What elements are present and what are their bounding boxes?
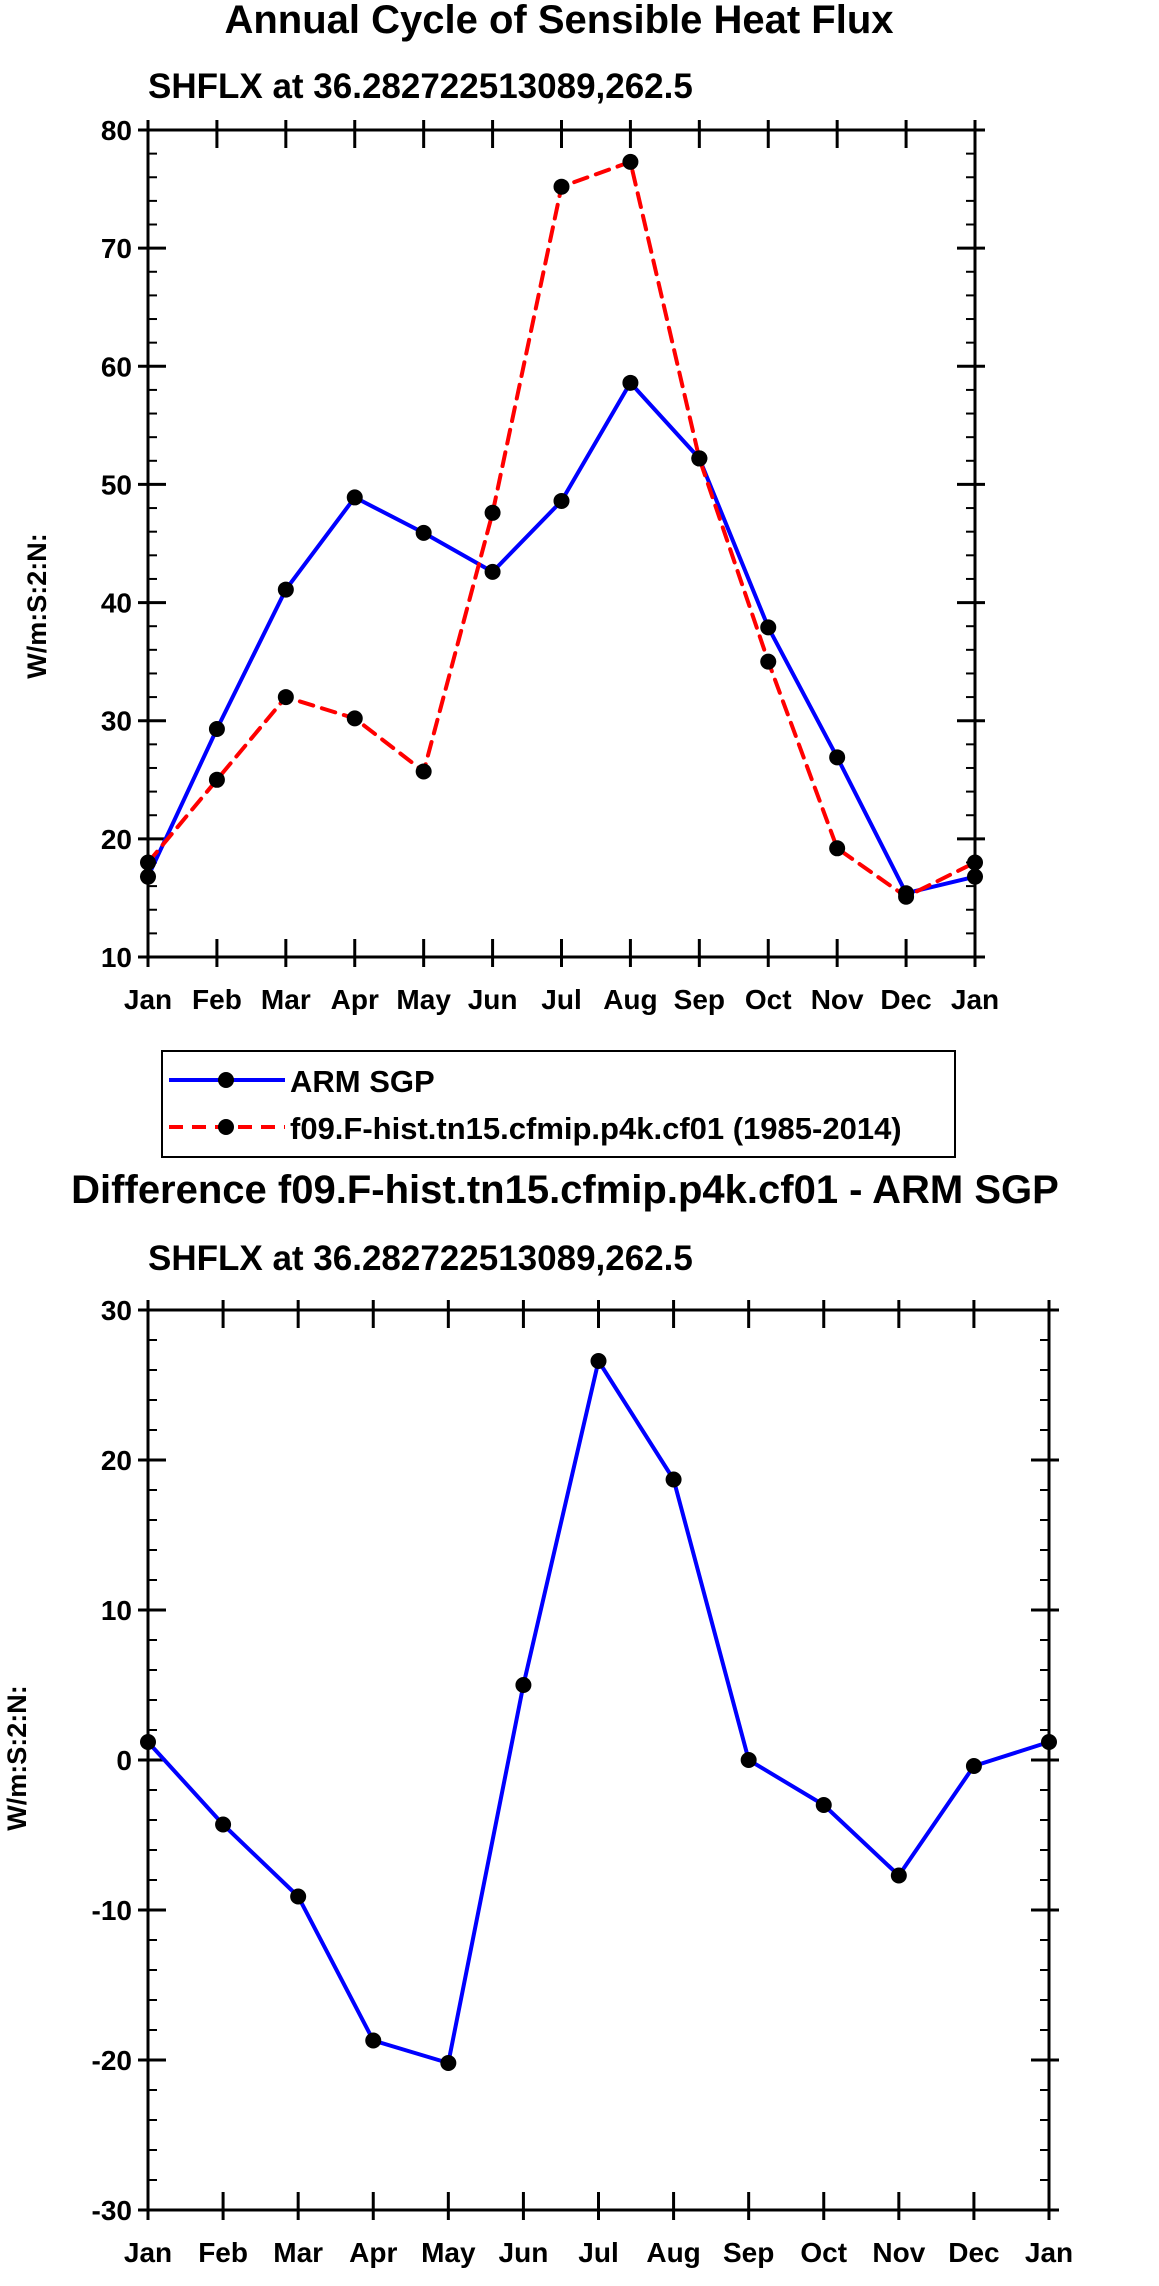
x-tick-label: Sep <box>674 984 725 1015</box>
legend-box <box>161 1050 956 1158</box>
data-point <box>965 1758 982 1774</box>
data-point <box>208 720 225 737</box>
x-tick-label: Mar <box>261 984 311 1015</box>
chart-subtitle: SHFLX at 36.282722513089,262.5 <box>148 1239 693 1278</box>
data-point <box>215 1816 232 1833</box>
y-axis-label: W/m:S:2:N: <box>22 533 52 678</box>
x-tick-label: Dec <box>948 2237 999 2268</box>
data-point <box>622 153 639 170</box>
legend-label-model: f09.F-hist.tn15.cfmip.p4k.cf01 (1985-201… <box>290 1111 902 1146</box>
legend-label-arm-sgp: ARM SGP <box>290 1064 435 1099</box>
chart-title: Annual Cycle of Sensible Heat Flux <box>224 0 893 42</box>
y-tick-label: -20 <box>92 2045 132 2076</box>
x-tick-label: Aug <box>603 984 657 1015</box>
data-point <box>515 1677 532 1693</box>
data-point <box>415 763 432 780</box>
data-point <box>760 653 777 670</box>
data-point <box>208 771 225 788</box>
data-point <box>140 854 156 871</box>
x-tick-label: Oct <box>800 2237 847 2268</box>
x-tick-label: Nov <box>872 2237 925 2268</box>
plot-frame <box>146 128 977 959</box>
y-tick-label: 0 <box>116 1745 132 1776</box>
chart-subtitle: SHFLX at 36.282722513089,262.5 <box>148 67 693 106</box>
data-point <box>890 1867 907 1884</box>
x-tick-label: Oct <box>745 984 792 1015</box>
y-tick-label: 30 <box>101 706 132 737</box>
x-tick-label: Sep <box>723 2237 774 2268</box>
data-point <box>691 450 708 467</box>
y-tick-label: 10 <box>101 1595 132 1626</box>
data-point <box>346 489 363 506</box>
data-point <box>440 2055 457 2071</box>
legend: ARM SGP f09.F-hist.tn15.cfmip.p4k.cf01 (… <box>161 1050 956 1158</box>
legend-marker-model <box>218 1119 234 1135</box>
x-tick-label: Jun <box>499 2237 549 2268</box>
data-point <box>484 504 501 521</box>
data-point <box>277 581 294 598</box>
y-tick-label: 60 <box>101 351 132 382</box>
x-tick-label: Nov <box>811 984 864 1015</box>
data-point <box>590 1353 607 1369</box>
data-point <box>365 2032 382 2049</box>
annual-cycle-chart: Annual Cycle of Sensible Heat Flux SHFLX… <box>22 0 999 1158</box>
x-tick-label: Mar <box>273 2237 323 2268</box>
data-point <box>898 888 915 905</box>
data-point <box>829 749 846 766</box>
x-tick-label: May <box>421 2237 476 2268</box>
x-tick-label: Jul <box>578 2237 618 2268</box>
data-point <box>140 1734 156 1750</box>
y-tick-label: -30 <box>92 2195 132 2226</box>
data-point <box>829 840 846 857</box>
y-axis-label: W/m:S:2:N: <box>2 1685 32 1830</box>
x-tick-label: Apr <box>349 2237 397 2268</box>
y-tick-label: 80 <box>101 115 132 146</box>
x-tick-label: Feb <box>198 2237 248 2268</box>
x-tick-label: Jul <box>541 984 581 1015</box>
data-point <box>140 868 156 885</box>
series-line-arm-sgp <box>146 380 977 896</box>
y-tick-label: 20 <box>101 824 132 855</box>
x-tick-label: Jun <box>468 984 518 1015</box>
data-point <box>553 492 570 509</box>
data-point <box>1041 1734 1057 1750</box>
difference-chart: Difference f09.F-hist.tn15.cfmip.p4k.cf0… <box>2 1168 1073 2268</box>
series-line-difference <box>146 1359 1051 2065</box>
x-tick-label: May <box>396 984 451 1015</box>
data-point <box>415 524 432 541</box>
data-point <box>622 374 639 391</box>
y-tick-label: 70 <box>101 233 132 264</box>
data-point <box>967 854 983 871</box>
y-tick-label: 10 <box>101 942 132 973</box>
x-tick-label: Jan <box>951 984 999 1015</box>
y-tick-label: 20 <box>101 1445 132 1476</box>
data-point <box>553 178 570 195</box>
x-tick-label: Feb <box>192 984 242 1015</box>
data-point <box>346 710 363 727</box>
data-point <box>760 619 777 636</box>
y-tick-label: 50 <box>101 469 132 500</box>
y-tick-label: 40 <box>101 588 132 619</box>
data-point <box>277 689 294 706</box>
y-tick-label: -10 <box>92 1895 132 1926</box>
data-point <box>740 1752 757 1768</box>
x-tick-label: Jan <box>124 984 172 1015</box>
data-point <box>484 563 501 580</box>
data-point <box>967 868 983 885</box>
x-tick-label: Apr <box>331 984 379 1015</box>
data-point <box>815 1797 832 1813</box>
y-tick-label: 30 <box>101 1295 132 1326</box>
data-point <box>290 1888 307 1905</box>
data-point <box>665 1471 682 1488</box>
chart-title: Difference f09.F-hist.tn15.cfmip.p4k.cf0… <box>71 1168 1059 1212</box>
x-tick-label: Jan <box>1025 2237 1073 2268</box>
legend-marker-arm-sgp <box>218 1072 234 1088</box>
x-tick-label: Dec <box>880 984 931 1015</box>
x-tick-label: Aug <box>646 2237 700 2268</box>
plot-frame <box>146 1308 1051 2212</box>
x-tick-label: Jan <box>124 2237 172 2268</box>
